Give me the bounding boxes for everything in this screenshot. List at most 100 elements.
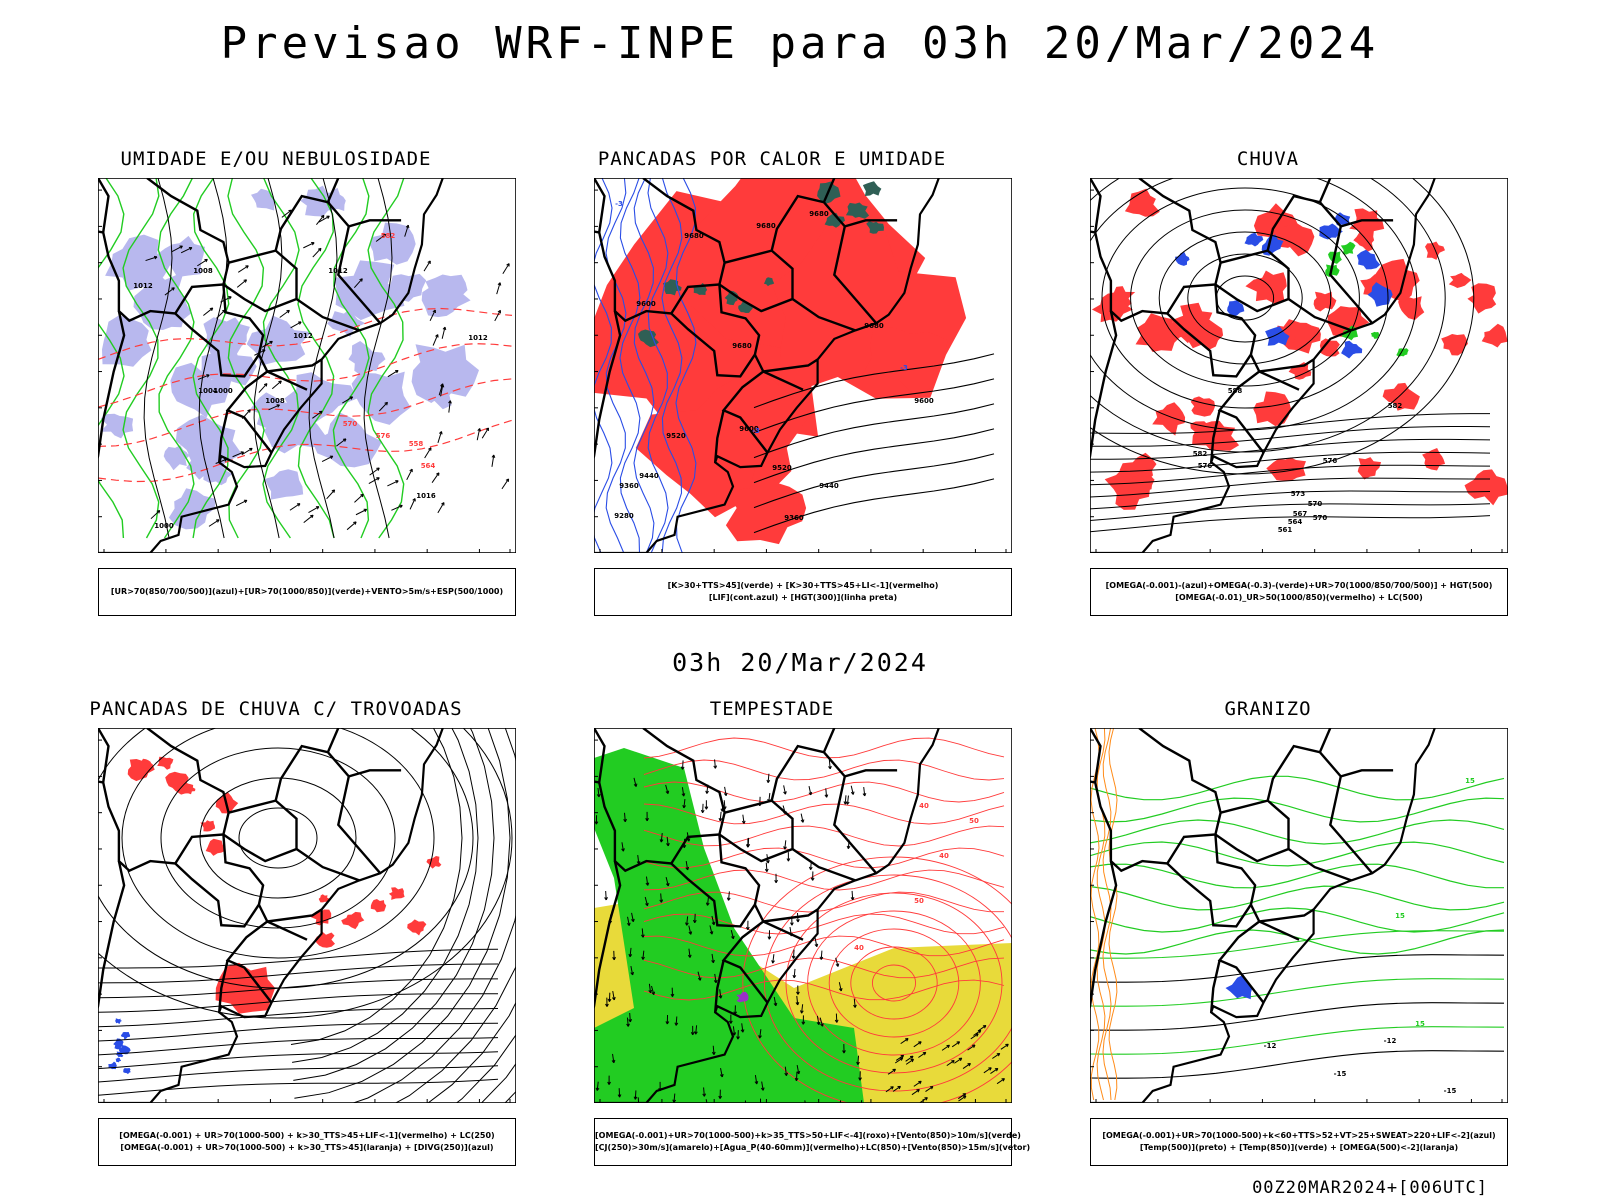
unstable-area bbox=[866, 221, 884, 234]
wind-vector-head bbox=[651, 991, 656, 996]
wind-vector bbox=[637, 854, 640, 864]
wind-vector-head bbox=[326, 215, 330, 219]
humidity-mid-area bbox=[334, 260, 405, 321]
wind-vector bbox=[289, 503, 301, 511]
wind-vector bbox=[437, 431, 442, 444]
lifted-index-contour bbox=[594, 178, 613, 553]
wind-vector bbox=[303, 514, 314, 524]
wind-vector-head bbox=[506, 263, 510, 267]
temp850-contour bbox=[1090, 863, 1504, 889]
wind-vector bbox=[409, 498, 416, 510]
country-border bbox=[174, 284, 265, 378]
contour-line bbox=[1130, 209, 1360, 387]
rain-area bbox=[1327, 306, 1370, 337]
coastline bbox=[98, 728, 444, 1103]
wind-vector-head bbox=[767, 936, 772, 940]
rain-area bbox=[1353, 229, 1375, 252]
wind-vector-head bbox=[648, 989, 653, 994]
wind-vector bbox=[197, 258, 208, 267]
country-border bbox=[225, 904, 273, 1004]
wind-vector bbox=[312, 410, 323, 419]
wind-vector-head bbox=[617, 1094, 622, 1098]
wind-vector bbox=[353, 278, 363, 288]
legend-line: [CJ(250)>30m/s](amarelo)+[Agua_P(40-60mm… bbox=[595, 1143, 1031, 1152]
country-border bbox=[1217, 354, 1265, 454]
rain-area bbox=[1190, 396, 1216, 417]
country-border bbox=[714, 960, 725, 1013]
rain-area bbox=[1382, 382, 1420, 411]
contour-label: 40 bbox=[854, 944, 864, 952]
wind-vector-head bbox=[799, 1010, 804, 1014]
wind-vector-head bbox=[988, 1067, 992, 1071]
wind-vector bbox=[835, 957, 839, 967]
wind-vector bbox=[626, 1017, 629, 1027]
wind-vector bbox=[765, 862, 768, 872]
wind-vector-head bbox=[1005, 1043, 1009, 1048]
rain-strong-area bbox=[1396, 348, 1409, 357]
wind-vector-head bbox=[276, 404, 280, 408]
wind-vector bbox=[992, 1053, 1001, 1059]
wind-vector bbox=[316, 215, 325, 226]
humidity-mid-area bbox=[327, 308, 366, 337]
contour-label: -3 bbox=[752, 427, 760, 435]
rain-area bbox=[1281, 319, 1321, 354]
wind-vector bbox=[887, 1068, 896, 1075]
wind-vector bbox=[820, 950, 823, 960]
temp850-contour bbox=[1090, 841, 1505, 867]
contour-label: 1000 bbox=[154, 522, 174, 530]
country-border bbox=[228, 249, 276, 264]
wind-vector bbox=[631, 912, 634, 922]
wind-vector-head bbox=[719, 1073, 724, 1078]
divergence-area bbox=[115, 1018, 122, 1025]
wind-vector-head bbox=[595, 1087, 600, 1091]
wind-vector-head bbox=[666, 842, 670, 847]
rain-area bbox=[1448, 272, 1472, 288]
storm-area bbox=[200, 820, 216, 832]
wind-vector bbox=[180, 247, 193, 254]
contour-label: 570 bbox=[343, 420, 358, 428]
wind-vector bbox=[448, 400, 451, 413]
rain-strong-area bbox=[1370, 331, 1380, 339]
wind-vector bbox=[990, 1068, 999, 1074]
wind-vector bbox=[630, 965, 634, 976]
contour-line bbox=[98, 963, 499, 984]
wind-vector bbox=[387, 370, 399, 378]
wind-vector-head bbox=[626, 1023, 630, 1027]
rain-area bbox=[1152, 402, 1186, 436]
wind-vector bbox=[900, 1038, 909, 1045]
streamline bbox=[504, 1090, 516, 1103]
wind-vector-head bbox=[971, 1044, 976, 1048]
storm-area bbox=[157, 756, 174, 770]
precipitable-water-contour bbox=[643, 737, 1005, 759]
wind-vector bbox=[501, 478, 510, 490]
panel-pancadas-trovoadas: PANCADAS DE CHUVA C/ TROVOADAS 70W65W60W… bbox=[56, 698, 516, 1168]
contour-label: -3 bbox=[900, 364, 908, 372]
country-border bbox=[1166, 284, 1257, 378]
legend-line: [OMEGA(-0.001)+UR>70(1000-500)+k>35_TTS>… bbox=[595, 1131, 1021, 1140]
wind-vector-head bbox=[623, 818, 627, 823]
wind-vector-head bbox=[604, 897, 608, 901]
wind-vector-head bbox=[838, 987, 843, 992]
wind-vector-head bbox=[740, 1029, 745, 1033]
wind-vector-head bbox=[791, 955, 796, 959]
wind-vector-head bbox=[845, 801, 850, 805]
temp850-contour bbox=[1090, 819, 1505, 845]
wind-vector bbox=[681, 787, 685, 797]
wind-vector bbox=[621, 842, 624, 852]
country-border bbox=[1090, 178, 1222, 323]
country-border bbox=[336, 776, 382, 874]
wind-vector bbox=[312, 247, 322, 258]
map-layer: 9680968096809600968096009520944093609280… bbox=[594, 178, 995, 553]
contour-label: 9360 bbox=[619, 482, 639, 490]
contour-label: 582 bbox=[1388, 402, 1403, 410]
wind-vector-head bbox=[659, 899, 664, 903]
rain-area bbox=[1124, 188, 1160, 217]
legend-line: [OMEGA(-0.001) + UR>70(1000-500) + k>30_… bbox=[119, 1131, 495, 1140]
divergence-area bbox=[120, 1032, 131, 1040]
country-border bbox=[1220, 799, 1268, 814]
country-border bbox=[1287, 848, 1352, 882]
streamline bbox=[480, 1062, 516, 1103]
country-border bbox=[228, 799, 276, 814]
panel-title: PANCADAS DE CHUVA C/ TROVOADAS bbox=[89, 698, 463, 720]
country-border bbox=[295, 298, 360, 332]
